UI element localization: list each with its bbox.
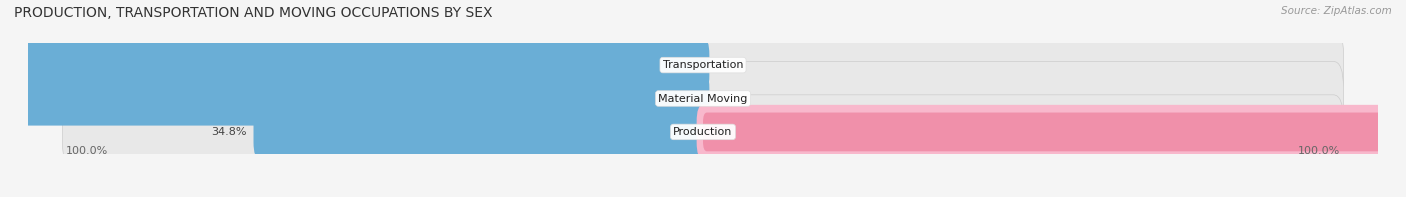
FancyBboxPatch shape <box>62 28 1344 102</box>
FancyBboxPatch shape <box>0 38 710 92</box>
Text: 34.8%: 34.8% <box>212 127 247 137</box>
FancyBboxPatch shape <box>253 105 710 159</box>
Text: Transportation: Transportation <box>662 60 744 70</box>
Text: PRODUCTION, TRANSPORTATION AND MOVING OCCUPATIONS BY SEX: PRODUCTION, TRANSPORTATION AND MOVING OC… <box>14 6 492 20</box>
FancyBboxPatch shape <box>62 61 1344 136</box>
FancyBboxPatch shape <box>696 105 1406 159</box>
FancyBboxPatch shape <box>62 95 1344 169</box>
FancyBboxPatch shape <box>703 112 1406 151</box>
Text: 100.0%: 100.0% <box>1298 146 1340 156</box>
Text: Material Moving: Material Moving <box>658 94 748 103</box>
Text: Source: ZipAtlas.com: Source: ZipAtlas.com <box>1281 6 1392 16</box>
Text: 100.0%: 100.0% <box>66 146 108 156</box>
FancyBboxPatch shape <box>0 72 710 125</box>
Text: Production: Production <box>673 127 733 137</box>
